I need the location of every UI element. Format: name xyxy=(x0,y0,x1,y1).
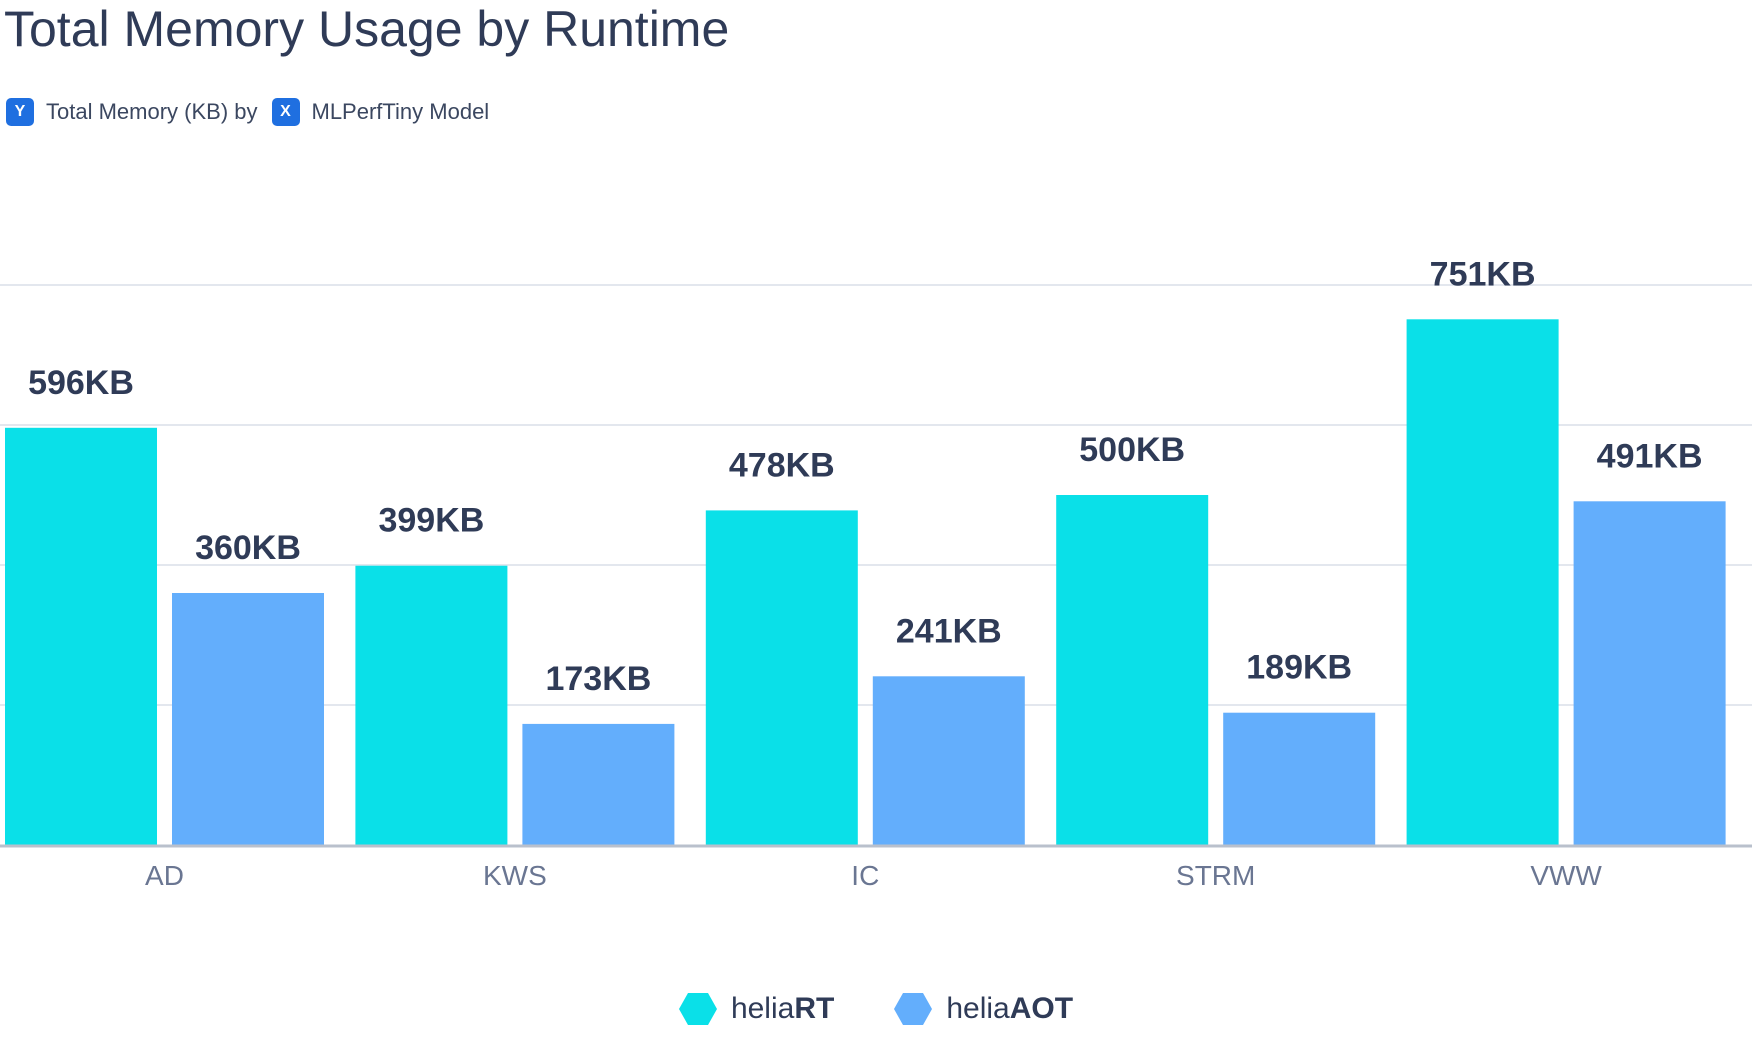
bar xyxy=(522,723,675,845)
legend-label-prefix: helia xyxy=(730,992,795,1025)
bar-value-label: 189KB xyxy=(1246,649,1352,687)
bar-value-label: 360KB xyxy=(195,529,301,567)
x-tick-label: AD xyxy=(145,860,184,891)
legend-label-prefix: helia xyxy=(946,992,1010,1025)
chart-legend: helia RT helia AOT xyxy=(0,992,1752,1026)
hexagon-icon xyxy=(894,993,933,1025)
bar xyxy=(1573,501,1726,845)
legend-label-bold: AOT xyxy=(1009,992,1074,1025)
bar xyxy=(172,593,324,845)
bar xyxy=(355,565,508,845)
bar-value-label: 173KB xyxy=(545,660,651,698)
bar-value-label: 241KB xyxy=(896,612,1002,650)
bar-value-label: 478KB xyxy=(729,446,835,484)
bar xyxy=(1223,712,1376,845)
bar xyxy=(5,427,157,845)
bar xyxy=(1406,319,1559,845)
hexagon-icon xyxy=(678,993,717,1025)
bar-value-label: 596KB xyxy=(28,364,134,402)
bar xyxy=(705,510,858,845)
chart-title: Total Memory Usage by Runtime xyxy=(4,1,730,57)
x-tick-label: VWW xyxy=(1530,860,1602,891)
x-axis-description: MLPerfTiny Model xyxy=(311,99,490,124)
y-axis-badge: Y xyxy=(6,98,34,126)
bar-value-label: 751KB xyxy=(1430,255,1536,293)
x-axis-badge: X xyxy=(271,98,300,126)
chart-subtitle: Y Total Memory (KB) by X MLPerfTiny Mode… xyxy=(6,98,503,126)
bar-value-label: 500KB xyxy=(1079,431,1185,469)
x-tick-label: KWS xyxy=(483,860,547,891)
x-tick-label: IC xyxy=(851,860,879,891)
bar xyxy=(1056,495,1209,845)
bar-value-label: 399KB xyxy=(378,502,484,540)
x-tick-label: STRM xyxy=(1176,860,1255,891)
legend-item-heliart[interactable]: helia RT xyxy=(678,992,835,1026)
legend-label-bold: RT xyxy=(794,992,835,1025)
y-axis-description: Total Memory (KB) by xyxy=(46,99,258,124)
bar xyxy=(872,676,1025,845)
bar-value-label: 491KB xyxy=(1597,437,1703,475)
legend-item-heliaaot[interactable]: helia AOT xyxy=(894,992,1073,1026)
